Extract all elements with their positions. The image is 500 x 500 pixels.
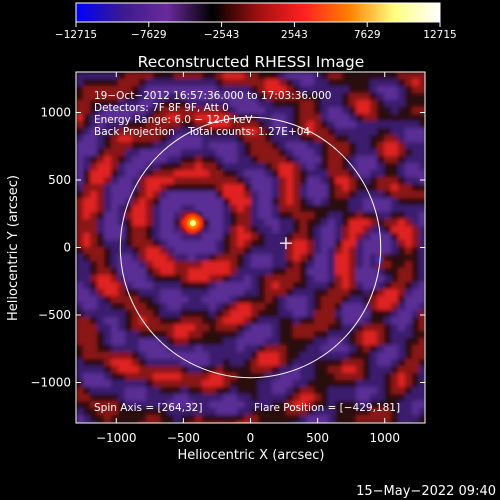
y-axis-label: Heliocentric Y (arcsec) [6, 175, 21, 321]
y-tick-label: 1000 [40, 106, 71, 120]
info-line-1: 19−Oct−2012 16:57:36.000 to 17:03:36.000 [94, 90, 331, 102]
solar-disk-outline [119, 116, 382, 379]
y-tick-label: 0 [63, 241, 71, 255]
y-tick-label: −500 [38, 308, 71, 322]
secondary-source [375, 255, 384, 264]
colorbar-tick-label: −2543 [204, 29, 240, 41]
y-tick-label: 500 [48, 173, 71, 187]
chart-title: Reconstructed RHESSI Image [138, 53, 365, 71]
flare-source-core [189, 220, 196, 227]
info-line-4: Back Projection Total counts: 1.27E+04 [94, 126, 310, 138]
colorbar [75, 2, 441, 23]
timestamp: 15−May−2022 09:40 [356, 484, 496, 499]
image-area [76, 72, 425, 423]
spin-axis-cross-marker [279, 237, 292, 250]
spin-axis-label: Spin Axis = [264,32] [94, 402, 202, 414]
x-axis-label: Heliocentric X (arcsec) [178, 448, 325, 463]
x-tick-label: −500 [167, 431, 200, 445]
x-tick-label: −1000 [96, 431, 137, 445]
colorbar-ticks: −12715 −7629 −2543 2543 7629 12715 [55, 22, 457, 41]
colorbar-tick-label: 7629 [354, 29, 381, 41]
x-tick-label: 1000 [369, 431, 400, 445]
x-axis: −1000 −500 0 500 1000 [96, 72, 400, 445]
colorbar-tick-label: 2543 [281, 29, 308, 41]
colorbar-tick-label: −12715 [55, 29, 97, 41]
info-line-3: Energy Range: 6.0 − 12.0 keV [94, 114, 253, 126]
flare-position-label: Flare Position = [−429,181] [254, 402, 400, 414]
colorbar-tick-label: 12715 [423, 29, 456, 41]
colorbar-tick-label: −7629 [131, 29, 167, 41]
x-tick-label: 0 [247, 431, 255, 445]
info-line-2: Detectors: 7F 8F 9F, Att 0 [94, 102, 229, 114]
y-tick-label: −1000 [30, 376, 71, 390]
y-axis: −1000 −500 0 500 1000 [30, 106, 425, 390]
x-tick-label: 500 [306, 431, 329, 445]
